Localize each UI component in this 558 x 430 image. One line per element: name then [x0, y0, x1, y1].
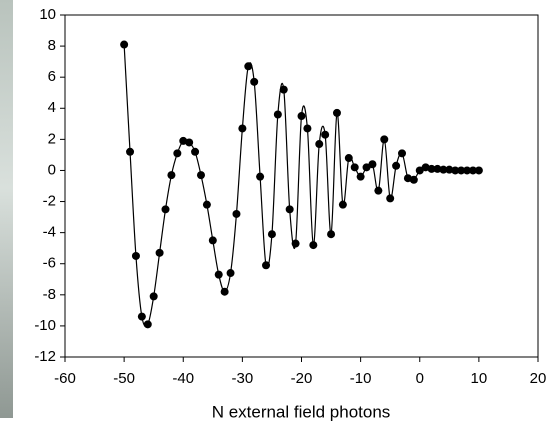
data-point [309, 241, 318, 250]
data-point [291, 239, 300, 248]
data-point [143, 320, 152, 329]
data-point [250, 77, 259, 86]
data-point [457, 166, 466, 175]
data-point [173, 149, 182, 158]
data-point [445, 165, 454, 174]
data-point [344, 154, 353, 163]
data-point [433, 164, 442, 173]
data-point [338, 200, 347, 209]
data-point [439, 165, 448, 174]
x-tick-label: -10 [350, 370, 372, 387]
x-tick-label: 20 [530, 370, 547, 387]
data-point [297, 112, 306, 121]
y-tick-label: 6 [48, 68, 56, 85]
data-point [350, 163, 359, 172]
data-point [285, 205, 294, 214]
data-point [167, 171, 176, 180]
x-tick-label: -30 [232, 370, 254, 387]
data-point [155, 248, 164, 257]
y-tick-label: -6 [43, 255, 56, 272]
data-point [273, 110, 282, 119]
y-tick-label: -10 [34, 317, 56, 334]
data-point [374, 186, 383, 195]
data-point [202, 200, 211, 209]
x-tick-label: -50 [113, 370, 135, 387]
data-point [267, 230, 276, 239]
data-point [196, 171, 205, 180]
data-point [185, 138, 194, 147]
data-point [427, 164, 436, 173]
data-point [279, 85, 288, 94]
data-line [123, 44, 479, 327]
data-point [149, 292, 158, 301]
data-point [226, 269, 235, 278]
data-point [468, 166, 477, 175]
data-point [303, 124, 312, 133]
data-point [126, 147, 135, 156]
y-tick-label: 10 [39, 6, 56, 23]
x-tick-label: -60 [54, 370, 76, 387]
data-point [208, 236, 217, 245]
x-axis-label: N external field photons [212, 402, 391, 421]
data-point [392, 161, 401, 170]
y-tick-label: -12 [34, 348, 56, 365]
background-strip [0, 0, 13, 418]
data-point [398, 149, 407, 158]
x-tick-label: -20 [291, 370, 313, 387]
data-point [131, 251, 140, 260]
data-point [327, 230, 336, 239]
data-point [409, 175, 418, 184]
data-point [368, 160, 377, 169]
data-point [315, 140, 324, 149]
data-point [161, 205, 170, 214]
data-point [256, 172, 265, 181]
x-tick-label: 10 [471, 370, 488, 387]
y-tick-label: 2 [48, 130, 56, 147]
data-point [220, 287, 229, 296]
data-point [120, 40, 129, 49]
data-point [451, 166, 460, 175]
x-tick-label: -40 [172, 370, 194, 387]
y-tick-label: -4 [43, 224, 56, 241]
y-tick-label: -8 [43, 286, 56, 303]
data-point [137, 312, 146, 321]
data-point [321, 130, 330, 139]
y-tick-label: 4 [48, 99, 56, 116]
data-point [386, 194, 395, 203]
y-tick-label: -2 [43, 193, 56, 210]
x-tick-label: 0 [416, 370, 424, 387]
y-tick-label: 0 [48, 161, 56, 178]
data-point [332, 108, 341, 117]
data-point [474, 166, 483, 175]
y-tick-label: 8 [48, 37, 56, 54]
data-point [232, 209, 241, 218]
data-point [415, 166, 424, 175]
data-point [380, 135, 389, 144]
data-point [262, 261, 271, 270]
data-point [214, 270, 223, 279]
data-point [356, 172, 365, 181]
plot-frame [64, 14, 539, 358]
data-point [238, 124, 247, 133]
data-point [463, 166, 472, 175]
data-point [191, 147, 200, 156]
data-point [244, 62, 253, 71]
data-point [362, 163, 371, 172]
